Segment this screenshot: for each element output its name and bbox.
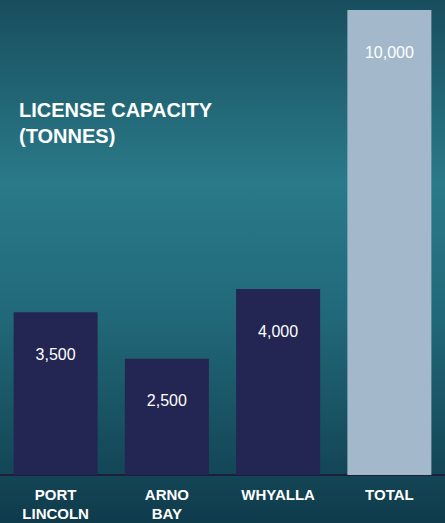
svg-text:BAY: BAY <box>152 505 182 522</box>
svg-text:2,500: 2,500 <box>147 392 187 409</box>
svg-text:ARNO: ARNO <box>145 486 189 503</box>
svg-text:3,500: 3,500 <box>36 346 76 363</box>
svg-text:PORT: PORT <box>35 486 77 503</box>
svg-text:4,000: 4,000 <box>258 323 298 340</box>
svg-text:(TONNES): (TONNES) <box>19 125 115 147</box>
svg-text:LINCOLN: LINCOLN <box>22 505 89 522</box>
svg-text:TOTAL: TOTAL <box>365 486 414 503</box>
svg-text:WHYALLA: WHYALLA <box>241 486 315 503</box>
svg-text:LICENSE CAPACITY: LICENSE CAPACITY <box>19 99 217 121</box>
svg-text:10,000: 10,000 <box>365 44 414 61</box>
